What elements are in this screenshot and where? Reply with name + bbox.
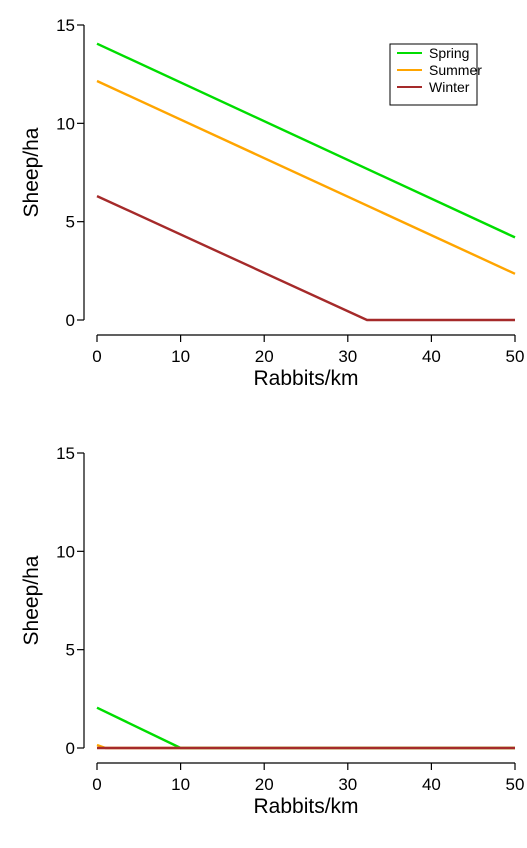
legend-label-winter: Winter <box>429 79 470 95</box>
x-tick-label: 0 <box>92 775 101 794</box>
legend-box <box>389 43 478 106</box>
x-tick-label: 0 <box>92 347 101 366</box>
y-tick-label: 0 <box>66 739 75 758</box>
x-tick-label: 40 <box>422 347 441 366</box>
x-tick-label: 20 <box>255 775 274 794</box>
x-tick-label: 10 <box>171 775 190 794</box>
x-tick-label: 40 <box>422 775 441 794</box>
y-axis-label: Sheep/ha <box>20 127 43 217</box>
x-tick-label: 20 <box>255 347 274 366</box>
series-line-spring <box>96 42 516 239</box>
legend-label-summer: Summer <box>429 62 482 78</box>
x-tick-label: 10 <box>171 347 190 366</box>
series-line-spring <box>96 706 515 750</box>
y-tick-label: 10 <box>56 114 75 133</box>
series-line-winter <box>96 195 515 322</box>
y-tick-label: 5 <box>66 213 75 232</box>
y-tick-label: 0 <box>66 311 75 330</box>
x-axis-label: Rabbits/km <box>253 367 358 390</box>
y-tick-label: 15 <box>56 444 75 463</box>
y-axis-label: Sheep/ha <box>20 555 43 645</box>
x-tick-label: 30 <box>338 347 357 366</box>
y-tick-label: 10 <box>56 542 75 561</box>
y-tick-label: 15 <box>56 16 75 35</box>
legend-label-spring: Spring <box>429 45 469 61</box>
x-axis-label: Rabbits/km <box>253 795 358 818</box>
x-tick-label: 50 <box>506 775 525 794</box>
x-tick-label: 50 <box>506 347 525 366</box>
x-tick-label: 30 <box>338 775 357 794</box>
top-panel: 0 5 10 15 0 10 20 30 40 50 Rabbits/km Sheep/ha Sprin… <box>20 16 524 390</box>
series-line-summer <box>96 79 516 275</box>
y-tick-label: 5 <box>66 641 75 660</box>
bottom-panel: 0 5 10 15 0 10 20 30 40 50 Rabbits/km Sheep/ha <box>20 444 524 818</box>
